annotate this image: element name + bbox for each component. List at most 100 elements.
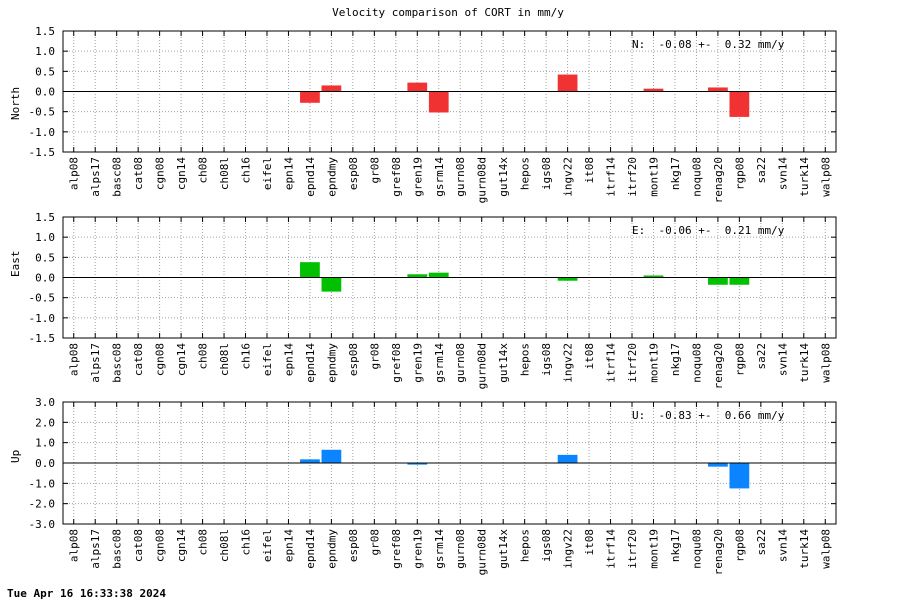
x-tick-label: ch08 — [197, 529, 210, 556]
x-tick-label: noqu08 — [690, 157, 703, 197]
x-tick-label: sa22 — [755, 343, 768, 370]
bar-gren19 — [407, 82, 428, 92]
bar-epndmy — [321, 277, 342, 292]
x-tick-label: turk14 — [798, 343, 811, 383]
x-tick-label: renag20 — [712, 529, 725, 575]
x-tick-label: ingv22 — [562, 529, 575, 569]
x-tick-label: svn14 — [776, 529, 789, 562]
x-tick-label: gut14x — [497, 529, 510, 569]
x-tick-label: igs08 — [540, 343, 553, 376]
x-tick-label: ch08 — [197, 343, 210, 370]
y-tick-label: -0.5 — [29, 106, 56, 119]
bar-ingv22 — [557, 277, 578, 281]
x-tick-label: gurn08d — [476, 529, 489, 575]
x-tick-label: gren19 — [411, 343, 424, 383]
x-tick-label: epn14 — [282, 157, 295, 190]
x-tick-label: igs08 — [540, 157, 553, 190]
x-tick-label: itrf20 — [626, 529, 639, 569]
y-tick-label: -1.0 — [29, 126, 56, 139]
x-tick-label: gut14x — [497, 343, 510, 383]
x-tick-label: epnd14 — [304, 157, 317, 197]
x-tick-label: turk14 — [798, 529, 811, 569]
x-tick-label: cgn14 — [175, 157, 188, 190]
x-tick-label: itrf14 — [605, 343, 618, 383]
figure-title: Velocity comparison of CORT in mm/y — [332, 6, 564, 19]
x-tick-label: gr08 — [368, 343, 381, 370]
bar-mont19 — [643, 275, 664, 278]
x-tick-label: gsrm14 — [433, 343, 446, 383]
x-tick-label: cgn08 — [154, 343, 167, 376]
x-tick-label: igs08 — [540, 529, 553, 562]
x-tick-label: turk14 — [798, 157, 811, 197]
x-tick-label: epn14 — [282, 343, 295, 376]
y-tick-label: 1.5 — [35, 25, 55, 38]
bar-epnd14 — [300, 459, 320, 463]
x-tick-label: walp08 — [819, 157, 832, 197]
bar-gren19 — [407, 463, 428, 465]
x-tick-label: gut14x — [497, 157, 510, 197]
x-tick-label: alp08 — [68, 529, 81, 562]
bar-epnd14 — [300, 91, 320, 103]
bar-epndmy — [321, 449, 342, 463]
x-tick-label: cgn08 — [154, 529, 167, 562]
x-tick-label: ch08l — [218, 343, 231, 376]
x-tick-label: walp08 — [819, 343, 832, 383]
bar-gsrm14 — [428, 272, 449, 278]
bar-rgp08 — [729, 463, 750, 489]
y-tick-label: 3.0 — [35, 396, 55, 409]
x-tick-label: gref08 — [390, 343, 403, 383]
x-tick-label: cat08 — [132, 157, 145, 190]
x-tick-label: alp08 — [68, 157, 81, 190]
plot-frame — [62, 30, 837, 153]
x-tick-label: gurn08 — [454, 529, 467, 569]
stats-annotation: U: -0.83 +- 0.66 mm/y — [632, 409, 785, 422]
stats-annotation: N: -0.08 +- 0.32 mm/y — [632, 38, 785, 51]
y-tick-label: -1.0 — [29, 312, 56, 325]
x-tick-label: gsrm14 — [433, 529, 446, 569]
x-tick-label: itrf20 — [626, 343, 639, 383]
x-tick-label: epndmy — [325, 157, 338, 197]
bar-epndmy — [321, 85, 342, 92]
y-tick-label: 0.0 — [35, 86, 55, 99]
x-tick-label: cat08 — [132, 343, 145, 376]
x-tick-label: gren19 — [411, 157, 424, 197]
x-tick-label: eifel — [261, 343, 274, 376]
stats-annotation: E: -0.06 +- 0.21 mm/y — [632, 224, 785, 237]
x-tick-label: sa22 — [755, 157, 768, 184]
x-tick-label: eifel — [261, 157, 274, 190]
x-tick-label: nkg17 — [669, 529, 682, 562]
x-tick-label: itrf14 — [605, 157, 618, 197]
y-tick-label: 1.0 — [35, 437, 55, 450]
plot-frame — [62, 401, 837, 525]
x-tick-label: itrf14 — [605, 529, 618, 569]
y-tick-label: -1.5 — [29, 146, 56, 159]
x-tick-label: rgp08 — [733, 157, 746, 190]
plot-frame — [62, 216, 837, 339]
x-tick-label: gr08 — [368, 529, 381, 556]
bar-ingv22 — [557, 454, 578, 463]
panel-north: 1.5 1.0 0.5 0.0 -0.5 -1.0 -1.5 alp08 alps17 basc0… — [9, 25, 837, 203]
x-tick-label: ch08l — [218, 529, 231, 562]
x-tick-label: basc08 — [111, 529, 124, 569]
x-tick-label: sa22 — [755, 529, 768, 556]
x-tick-label: alps17 — [89, 343, 102, 383]
bar-rgp08 — [729, 91, 750, 117]
panel-east: 1.5 1.0 0.5 0.0 -0.5 -1.0 -1.5 alp08 alps17 basc0… — [9, 211, 837, 389]
x-tick-label: noqu08 — [690, 529, 703, 569]
x-tick-label: hepos — [519, 529, 532, 562]
x-tick-label: ch08 — [197, 157, 210, 184]
x-tick-label: esp08 — [347, 529, 360, 562]
y-tick-label: -1.0 — [29, 477, 56, 490]
x-tick-label: ingv22 — [562, 343, 575, 383]
y-tick-label: 0.0 — [35, 272, 55, 285]
x-tick-label: epndmy — [325, 529, 338, 569]
x-tick-label: it08 — [583, 529, 596, 556]
bar-rgp08 — [729, 277, 750, 285]
x-tick-label: rgp08 — [733, 343, 746, 376]
x-tick-label: walp08 — [819, 529, 832, 569]
bar-renag20 — [708, 277, 728, 285]
x-tick-label: ch08l — [218, 157, 231, 190]
x-tick-label: nkg17 — [669, 343, 682, 376]
x-tick-label: cgn14 — [175, 529, 188, 562]
